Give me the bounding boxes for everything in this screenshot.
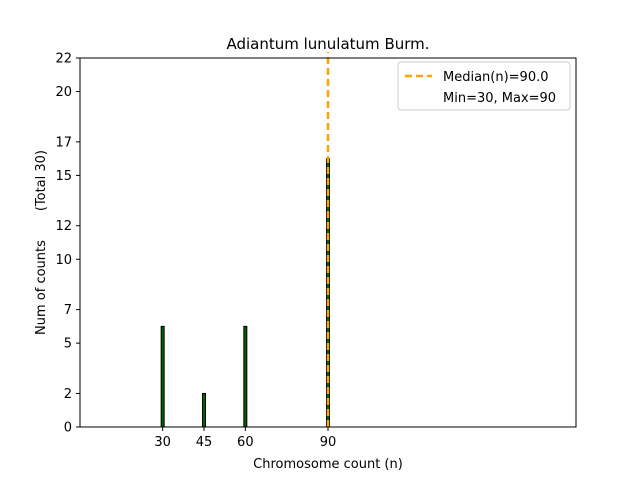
y-tick-label-12: 12 (55, 219, 72, 234)
y-tick-label-15: 15 (55, 169, 72, 184)
y-tick-label-17: 17 (55, 135, 72, 150)
y-axis-label: Num of counts (Total 30) (34, 150, 49, 335)
legend-box (397, 61, 571, 111)
chart-title: Adiantum lunulatum Burm. (226, 35, 429, 53)
x-tick-label-60: 60 (237, 435, 254, 450)
bar-45 (202, 392, 206, 428)
bars-group (160, 158, 330, 428)
bar-30 (160, 325, 165, 428)
y-tick-label-7: 7 (64, 303, 72, 318)
legend-entry-range: Min=30, Max=90 (443, 91, 556, 106)
y-tick-label-0: 0 (64, 421, 72, 436)
y-tick-label-2: 2 (64, 387, 72, 402)
y-tick-label-22: 22 (55, 52, 72, 67)
y-tick-label-10: 10 (55, 253, 72, 268)
y-ticks: 0 2 5 7 10 12 15 17 20 22 (55, 52, 80, 436)
x-tick-label-30: 30 (154, 435, 171, 450)
x-ticks: 30 45 60 90 (154, 427, 336, 450)
legend-entry-median: Median(n)=90.0 (443, 70, 549, 85)
x-axis-label: Chromosome count (n) (253, 457, 403, 472)
bar-60 (243, 325, 248, 428)
y-tick-label-5: 5 (64, 337, 72, 352)
x-tick-label-90: 90 (320, 435, 337, 450)
y-tick-label-20: 20 (55, 85, 72, 100)
x-tick-label-45: 45 (196, 435, 213, 450)
legend: Median(n)=90.0 Min=30, Max=90 (397, 61, 571, 111)
